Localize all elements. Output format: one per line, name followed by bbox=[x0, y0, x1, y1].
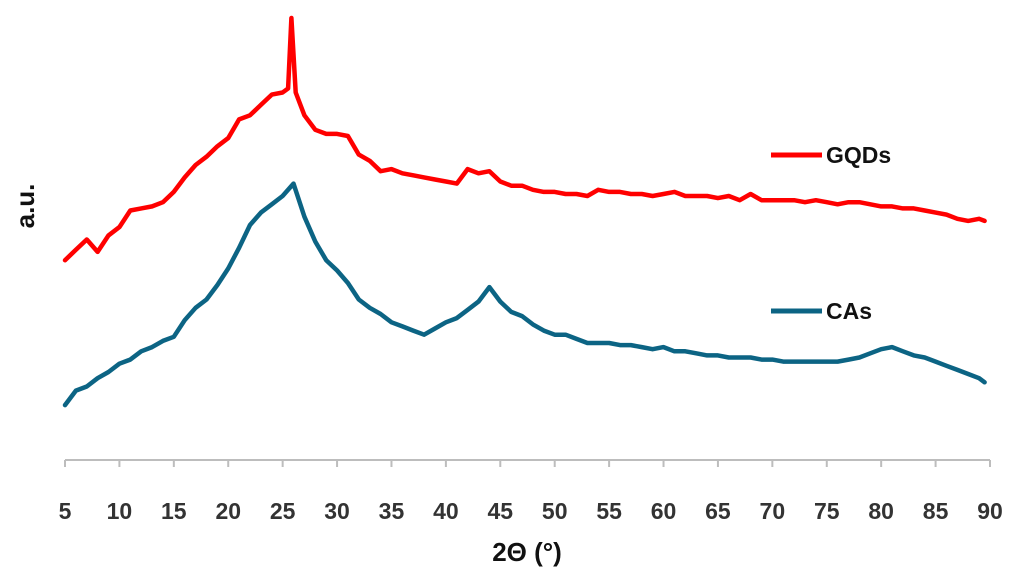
x-tick-label: 85 bbox=[923, 498, 949, 524]
x-tick-label: 15 bbox=[161, 498, 187, 524]
x-tick-labels: 5 10 15 20 25 30 35 40 45 50 55 60 65 70 75 80 85 90 bbox=[59, 498, 1003, 524]
series-line-cas bbox=[62, 181, 987, 408]
x-tick-label: 50 bbox=[542, 498, 568, 524]
x-tick-label: 35 bbox=[379, 498, 405, 524]
series-lines bbox=[62, 15, 987, 408]
x-tick-label: 30 bbox=[324, 498, 350, 524]
x-tick-label: 70 bbox=[760, 498, 786, 524]
x-tick-label: 10 bbox=[107, 498, 133, 524]
x-tick-label: 60 bbox=[651, 498, 677, 524]
x-tick-label: 45 bbox=[487, 498, 513, 524]
legend: GQDs CAs bbox=[771, 142, 891, 324]
x-tick-label: 65 bbox=[705, 498, 731, 524]
x-tick-label: 80 bbox=[868, 498, 894, 524]
legend-label-gqds: GQDs bbox=[826, 142, 891, 168]
legend-label-cas: CAs bbox=[826, 298, 872, 324]
y-axis-title: a.u. bbox=[10, 184, 40, 229]
x-tick-label: 5 bbox=[59, 498, 72, 524]
plot-area: 5 10 15 20 25 30 35 40 45 50 55 60 65 70 75 80 85 90 GQDs… bbox=[59, 15, 1003, 524]
series-line-gqds bbox=[62, 15, 987, 263]
x-tick-label: 55 bbox=[596, 498, 622, 524]
x-axis-title: 2Θ (°) bbox=[492, 537, 562, 567]
x-tick-label: 40 bbox=[433, 498, 459, 524]
x-tick-marks bbox=[64, 460, 991, 467]
x-tick-label: 90 bbox=[977, 498, 1003, 524]
x-tick-label: 25 bbox=[270, 498, 296, 524]
x-tick-label: 75 bbox=[814, 498, 840, 524]
x-tick-label: 20 bbox=[215, 498, 241, 524]
